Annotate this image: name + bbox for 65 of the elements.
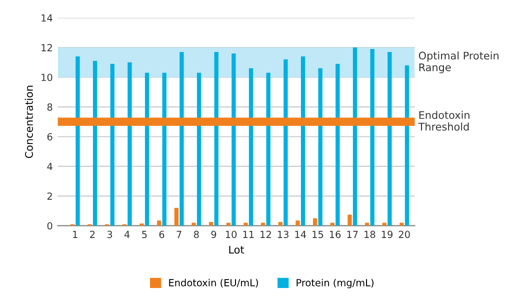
y-tick-label: 4 [47, 162, 52, 170]
x-tick-label: 9 [211, 230, 216, 238]
bar [110, 64, 114, 226]
bar [92, 60, 98, 226]
x-tick-label: 14 [295, 230, 306, 238]
y-tick-label: 8 [47, 103, 52, 111]
bar [300, 56, 306, 226]
y-tick-label: 6 [47, 133, 52, 140]
bar [214, 52, 218, 226]
bar [128, 62, 132, 226]
x-tick-label: 20 [398, 230, 410, 238]
bar [180, 52, 184, 226]
bar [388, 52, 392, 226]
x-tick-label: 17 [347, 230, 358, 238]
bar [248, 68, 254, 226]
bar [278, 222, 282, 226]
y-tick-label: 0 [47, 222, 52, 230]
bar [76, 56, 80, 226]
x-tick-label: 6 [159, 230, 164, 238]
bar [352, 48, 358, 226]
bar [244, 222, 248, 226]
bar [284, 59, 288, 226]
x-tick-label: 18 [364, 230, 376, 238]
y-tick-label: 2 [47, 192, 52, 200]
bar [162, 72, 166, 226]
band-label: Optimal Protein Range [418, 51, 498, 74]
y-axis-title: Concentration [24, 86, 33, 158]
bar [336, 64, 340, 226]
x-tick-label: 19 [382, 230, 393, 238]
x-tick-label: 1 [73, 230, 78, 238]
bar [266, 72, 270, 226]
bar [157, 220, 162, 226]
ref-line-label: Endotoxin Threshold [418, 110, 470, 131]
bar [318, 68, 322, 226]
x-tick-label: 7 [176, 230, 182, 238]
bar [140, 223, 144, 226]
x-tick-label: 12 [260, 230, 271, 238]
bar [196, 72, 202, 226]
x-tick-label: 4 [124, 230, 130, 238]
bar [209, 222, 214, 226]
x-tick-label: 3 [107, 230, 112, 238]
bar [144, 72, 150, 226]
bar [404, 65, 410, 226]
x-tick-label: 5 [142, 230, 147, 238]
bar [174, 208, 179, 226]
x-tick-label: 13 [278, 230, 288, 238]
y-tick-label: 12 [42, 44, 52, 52]
x-tick-label: 11 [243, 230, 254, 238]
x-tick-label: 16 [330, 230, 341, 238]
bar [348, 214, 352, 226]
x-tick-label: 8 [194, 230, 199, 238]
x-tick-label: 10 [226, 230, 237, 238]
bar [370, 49, 374, 226]
x-tick-label: 15 [312, 230, 324, 238]
x-axis-title: Lot [229, 246, 244, 254]
bar [232, 53, 236, 226]
bar [192, 222, 196, 226]
y-tick-label: 14 [42, 14, 52, 22]
bar [400, 222, 404, 226]
bar [312, 218, 318, 226]
legend-label: Endotoxin (EU/mL) [169, 278, 258, 288]
bar [296, 220, 300, 226]
legend-label: Protein (mg/mL) [296, 278, 374, 288]
y-tick-label: 10 [42, 74, 52, 82]
x-tick-label: 2 [90, 230, 95, 238]
